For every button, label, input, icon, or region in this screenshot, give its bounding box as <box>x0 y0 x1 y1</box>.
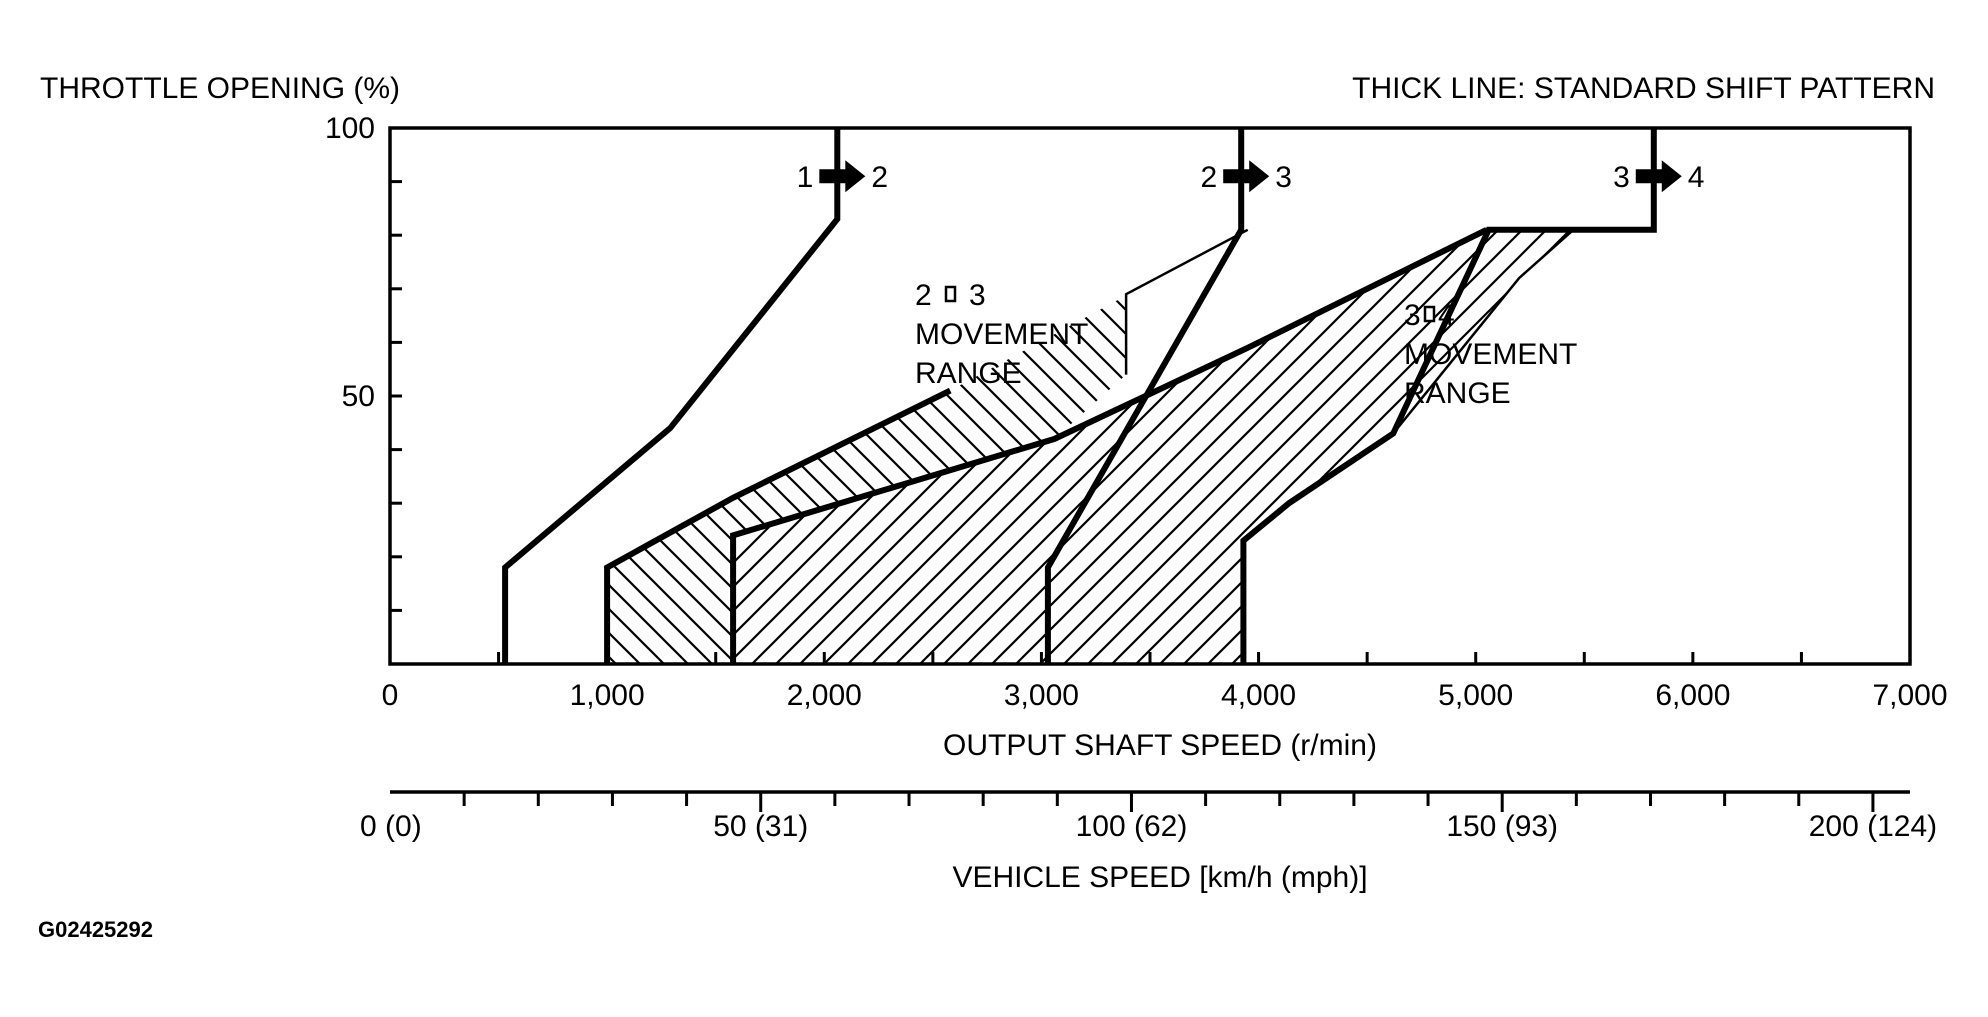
x-tick-label: 0 <box>382 679 399 712</box>
range-from-label: 2 <box>915 279 932 312</box>
range-range-label: RANGE <box>915 357 1022 390</box>
right-arrow-icon <box>1223 160 1270 193</box>
figure-id: G02425292 <box>38 917 153 942</box>
range-arrow-box-icon <box>944 285 957 303</box>
shift-line-1-2 <box>502 128 841 664</box>
range-2-3-outer-edge <box>1124 228 1249 375</box>
x-tick-label: 1,000 <box>570 679 645 712</box>
y-axis-ticks: 50 100 <box>325 112 402 612</box>
x-tick-label: 3,000 <box>1004 679 1079 712</box>
legend-note: THICK LINE: STANDARD SHIFT PATTERN <box>1352 72 1935 105</box>
shift-from-label: 2 <box>1201 161 1218 194</box>
movement-range-3-4 <box>733 229 1574 665</box>
secondary-axis-label: VEHICLE SPEED [km/h (mph)] <box>952 861 1367 894</box>
shift-line-3-4 <box>1240 128 1657 664</box>
movement-range-2-3 <box>607 229 1248 665</box>
range-to-label: 4 <box>1438 299 1455 332</box>
x-axis-ticks: 0 1,000 2,000 3,000 4,000 5,000 6,000 7,000 <box>382 652 1948 712</box>
shift-to-label: 3 <box>1275 161 1292 194</box>
movement-ranges <box>604 227 1575 665</box>
range-movement-label: MOVEMENT <box>1404 338 1577 371</box>
secondary-axis-ticks: 0 (0) 50 (31) 100 (62) 150 (93) 200 (124) <box>360 792 1937 843</box>
x-tick-label: 4,000 <box>1221 679 1296 712</box>
range-arrow-box-icon <box>1423 305 1436 323</box>
range-range-label: RANGE <box>1404 377 1511 410</box>
secondary-tick-label: 100 (62) <box>1076 810 1188 843</box>
x-tick-label: 2,000 <box>787 679 862 712</box>
shift-to-label: 2 <box>871 161 888 194</box>
y-tick-label: 50 <box>342 380 375 413</box>
x-axis-label: OUTPUT SHAFT SPEED (r/min) <box>943 729 1377 762</box>
range-to-label: 3 <box>969 279 986 312</box>
secondary-tick-label: 150 (93) <box>1446 810 1558 843</box>
right-arrow-icon <box>819 160 866 193</box>
y-tick-label: 100 <box>325 112 375 145</box>
x-tick-label: 7,000 <box>1872 679 1947 712</box>
shift-from-label: 3 <box>1613 161 1630 194</box>
shift-from-label: 1 <box>797 161 814 194</box>
x-tick-label: 5,000 <box>1438 679 1513 712</box>
range-3-4-boundary <box>730 227 1488 664</box>
secondary-tick-label: 50 (31) <box>713 810 808 843</box>
right-arrow-icon <box>1635 160 1682 193</box>
range-2-3-boundary <box>604 387 952 664</box>
secondary-tick-label: 200 (124) <box>1809 810 1937 843</box>
shift-to-label: 4 <box>1688 161 1705 194</box>
y-axis-label: THROTTLE OPENING (%) <box>40 72 400 105</box>
x-tick-label: 6,000 <box>1655 679 1730 712</box>
range-from-label: 3 <box>1404 299 1421 332</box>
secondary-tick-label: 0 (0) <box>360 810 422 843</box>
range-movement-label: MOVEMENT <box>915 318 1088 351</box>
